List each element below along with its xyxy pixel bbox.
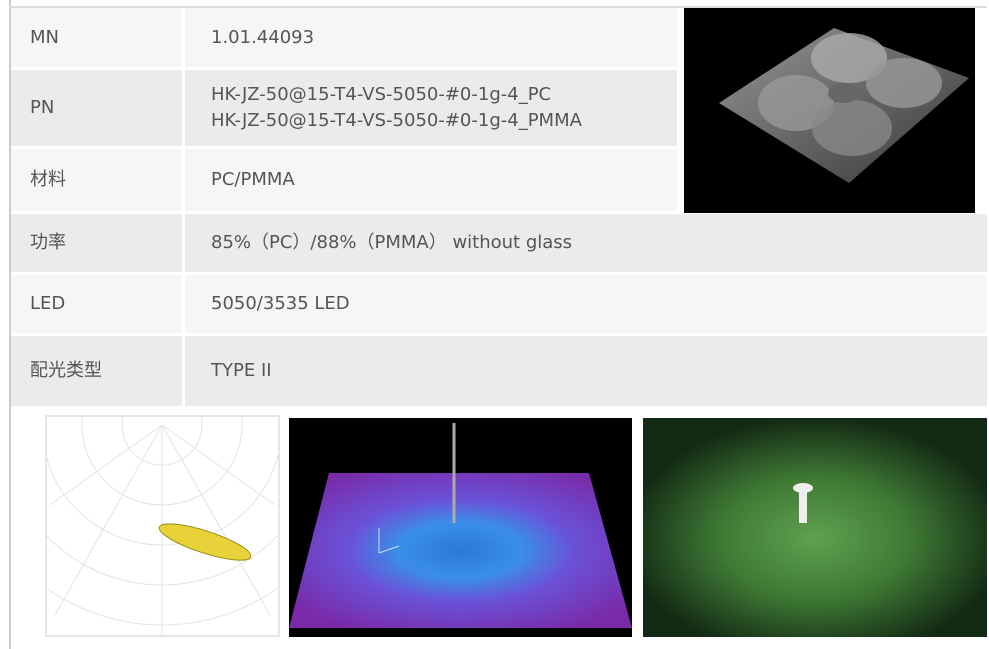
value-line: 5050/3535 LED xyxy=(211,293,350,314)
left-border xyxy=(9,0,11,649)
row-label: PN xyxy=(11,70,182,146)
row-value: HK-JZ-50@15-T4-VS-5050-#0-1g-4_PC HK-JZ-5… xyxy=(185,70,677,146)
value-line: PC/PMMA xyxy=(211,169,295,190)
light-render xyxy=(643,418,987,637)
illuminance-render xyxy=(289,418,632,637)
value-line: HK-JZ-50@15-T4-VS-5050-#0-1g-4_PC xyxy=(211,84,552,105)
row-value: PC/PMMA xyxy=(185,149,677,211)
row-label: MN xyxy=(11,8,182,67)
value-line: TYPE II xyxy=(211,360,272,381)
row-value: 85%（PC）/88%（PMMA） without glass xyxy=(185,214,987,272)
row-label: 配光类型 xyxy=(11,336,182,406)
row-value: TYPE II xyxy=(185,336,987,406)
row-label: 功率 xyxy=(11,214,182,272)
polar-diagram xyxy=(45,415,280,637)
top-border xyxy=(9,6,987,8)
value-line: HK-JZ-50@15-T4-VS-5050-#0-1g-4_PMMA xyxy=(211,110,582,131)
row-label: 材料 xyxy=(11,149,182,211)
row-value: 1.01.44093 xyxy=(185,8,677,67)
value-line: 85%（PC）/88%（PMMA） without glass xyxy=(211,232,573,253)
value-line: 1.01.44093 xyxy=(211,26,315,48)
product-photo xyxy=(684,8,975,213)
row-value: 5050/3535 LED xyxy=(185,275,987,333)
row-label: LED xyxy=(11,275,182,333)
